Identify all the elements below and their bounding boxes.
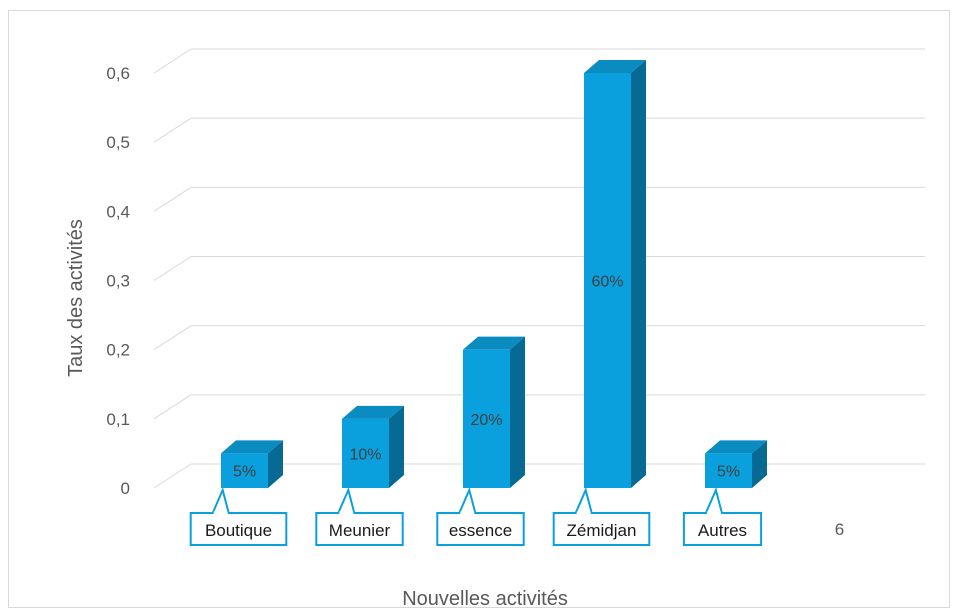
category-label: Autres: [698, 521, 747, 540]
y-tick-label: 0,4: [106, 202, 130, 221]
callout-pointer: [574, 486, 593, 514]
callout-pointer: [704, 486, 723, 514]
category-label: Boutique: [205, 521, 272, 540]
gridline-depth: [153, 463, 192, 489]
y-tick-label: 0,6: [106, 64, 130, 83]
category-label-box: [315, 512, 404, 546]
gridline-depth: [153, 117, 192, 143]
bar-front: [221, 453, 268, 488]
bar-side: [389, 405, 404, 488]
category-labels: Boutique Meunier essence Zémidjan Autres 6: [189, 486, 844, 546]
bar-side: [268, 440, 283, 488]
callout-pointer: [211, 486, 230, 514]
gridline-depth: [153, 48, 192, 74]
bar-side: [752, 440, 767, 488]
chart-frame: [8, 10, 950, 608]
bars: 5% 10% 20% 60% 5%: [221, 60, 767, 488]
bar-front: [705, 453, 752, 488]
gridline-depth: [153, 256, 192, 281]
y-tick-label: 0,2: [106, 341, 130, 360]
category-label-box: [682, 512, 763, 546]
callout-pointer: [458, 486, 477, 514]
x-axis-title: Nouvelles activités: [402, 588, 568, 610]
bar-top: [342, 405, 404, 419]
bar-boutique: 5%: [221, 440, 283, 488]
y-axis-title: Taux des activités: [65, 219, 87, 377]
y-tick-label: 0,5: [106, 133, 130, 152]
gridline-depth: [153, 186, 192, 212]
bar-meunier: 10%: [342, 405, 404, 488]
gridlines: [153, 48, 925, 489]
gridline-depth: [153, 325, 192, 351]
data-label: 5%: [717, 464, 740, 481]
y-tick-label: 0,1: [106, 410, 130, 429]
bar-essence: 20%: [463, 336, 525, 488]
category-label: 6: [835, 520, 844, 539]
bar-front: [463, 349, 510, 488]
data-label: 5%: [233, 464, 256, 481]
y-tick-label: 0: [121, 479, 130, 498]
category-label-box: [436, 512, 525, 546]
bar-top: [221, 440, 283, 454]
bar-top: [705, 440, 767, 454]
category-label: Zémidjan: [567, 521, 637, 540]
bar-front: [342, 418, 389, 488]
callout-pointer: [337, 486, 356, 514]
bar-z-midjan: 60%: [584, 60, 646, 488]
data-label: 20%: [470, 412, 502, 429]
data-label: 10%: [349, 446, 381, 463]
category-label-box: [189, 512, 288, 546]
category-label: essence: [449, 521, 512, 540]
gridline-depth: [153, 394, 192, 420]
data-label: 60%: [591, 274, 623, 291]
category-label-box: [552, 512, 651, 546]
bar-front: [584, 73, 631, 488]
y-tick-labels: 0 0,1 0,2 0,3 0,4 0,5 0,6: [106, 64, 130, 498]
y-tick-label: 0,3: [106, 272, 130, 291]
bar-top: [584, 60, 646, 73]
bar-top: [463, 336, 525, 350]
bar-autres: 5%: [705, 440, 767, 488]
bar-side: [510, 336, 525, 488]
bar-side: [631, 60, 646, 488]
category-label: Meunier: [329, 521, 391, 540]
